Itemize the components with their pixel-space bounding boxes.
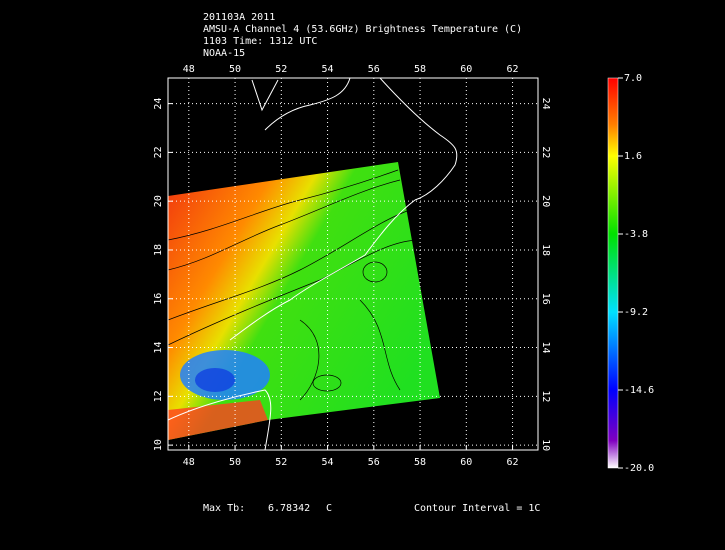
y-tick-label-right: 16 (540, 293, 551, 305)
x-tick-label-top: 60 (460, 64, 472, 75)
header-line: AMSU-A Channel 4 (53.6GHz) Brightness Te… (203, 24, 522, 35)
x-tick-label: 56 (368, 457, 380, 468)
header-line: NOAA-15 (203, 48, 245, 59)
colorbar-label: -9.2 (624, 307, 648, 318)
x-tick-label: 50 (229, 457, 241, 468)
coastlines (167, 77, 458, 451)
x-tick-label-top: 52 (275, 64, 287, 75)
colorbar-label: -3.8 (624, 229, 648, 240)
y-tick-label: 14 (153, 342, 164, 354)
axes: 48 48 50 50 52 52 54 54 56 56 58 58 60 60 62 62 10 10 12 12… (153, 64, 654, 474)
y-tick-label-right: 24 (540, 98, 551, 110)
y-tick-label: 16 (153, 293, 164, 305)
x-tick-label-top: 48 (183, 64, 195, 75)
x-tick-label: 60 (460, 457, 472, 468)
y-tick-label-right: 14 (540, 342, 551, 354)
colorbar-label: -14.6 (624, 385, 654, 396)
y-tick-label-right: 10 (540, 439, 551, 451)
header-line: 1103 Time: 1312 UTC (203, 36, 317, 47)
colorbar-label: 7.0 (624, 73, 642, 84)
max-tb-unit: C (326, 503, 332, 514)
max-tb-value: 6.78342 (268, 503, 310, 514)
y-tick-label-right: 12 (540, 390, 551, 402)
y-tick-label-right: 18 (540, 244, 551, 256)
contours (167, 169, 421, 401)
x-tick-label-top: 50 (229, 64, 241, 75)
x-tick-label: 62 (507, 457, 519, 468)
y-tick-label: 12 (153, 390, 164, 402)
cold-core (195, 368, 235, 392)
colorbar-label: -20.0 (624, 463, 654, 474)
y-tick-label: 10 (153, 439, 164, 451)
header-line: 201103A 2011 (203, 12, 275, 23)
x-tick-label: 54 (322, 457, 334, 468)
x-tick-label-top: 54 (322, 64, 334, 75)
x-tick-label-top: 58 (414, 64, 426, 75)
max-tb-label: Max Tb: (203, 503, 245, 514)
y-tick-label: 20 (153, 195, 164, 207)
x-tick-label-top: 56 (368, 64, 380, 75)
x-tick-label: 52 (275, 457, 287, 468)
y-tick-label-right: 22 (540, 146, 551, 158)
colorbar (607, 77, 619, 469)
x-tick-label: 48 (183, 457, 195, 468)
x-tick-label-top: 62 (507, 64, 519, 75)
contour-interval: Contour Interval = 1C (414, 503, 540, 514)
y-tick-label: 18 (153, 244, 164, 256)
y-tick-label-right: 20 (540, 195, 551, 207)
map-frame (167, 77, 539, 451)
y-tick-label: 24 (153, 98, 164, 110)
x-tick-label: 58 (414, 457, 426, 468)
y-tick-label: 22 (153, 146, 164, 158)
colorbar-label: 1.6 (624, 151, 642, 162)
